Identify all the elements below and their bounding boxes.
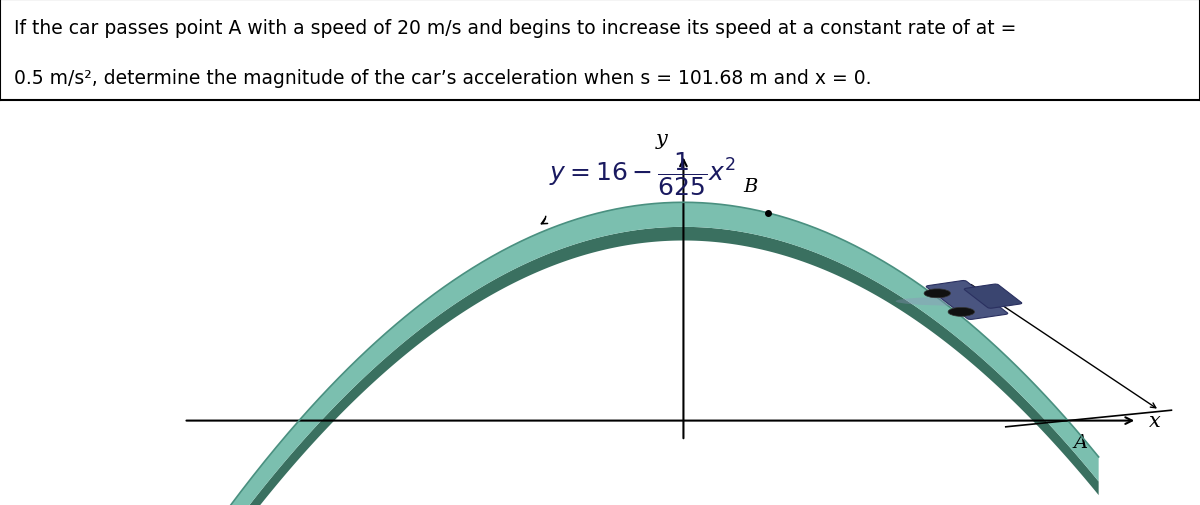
Text: A: A bbox=[1074, 433, 1088, 451]
Text: $y = 16 - \dfrac{1}{625}x^2$: $y = 16 - \dfrac{1}{625}x^2$ bbox=[548, 150, 736, 197]
Text: 0.5 m/s², determine the magnitude of the car’s acceleration when s = 101.68 m an: 0.5 m/s², determine the magnitude of the… bbox=[14, 69, 872, 88]
FancyBboxPatch shape bbox=[926, 281, 1008, 320]
Text: If the car passes point A with a speed of 20 m/s and begins to increase its spee: If the car passes point A with a speed o… bbox=[14, 19, 1016, 38]
Circle shape bbox=[924, 289, 950, 298]
Ellipse shape bbox=[895, 297, 1018, 306]
FancyBboxPatch shape bbox=[965, 284, 1021, 309]
Circle shape bbox=[948, 308, 974, 317]
Text: y: y bbox=[656, 130, 667, 149]
Polygon shape bbox=[145, 227, 1099, 505]
Text: x: x bbox=[1150, 411, 1160, 430]
Polygon shape bbox=[145, 203, 1099, 505]
Text: B: B bbox=[743, 177, 757, 195]
